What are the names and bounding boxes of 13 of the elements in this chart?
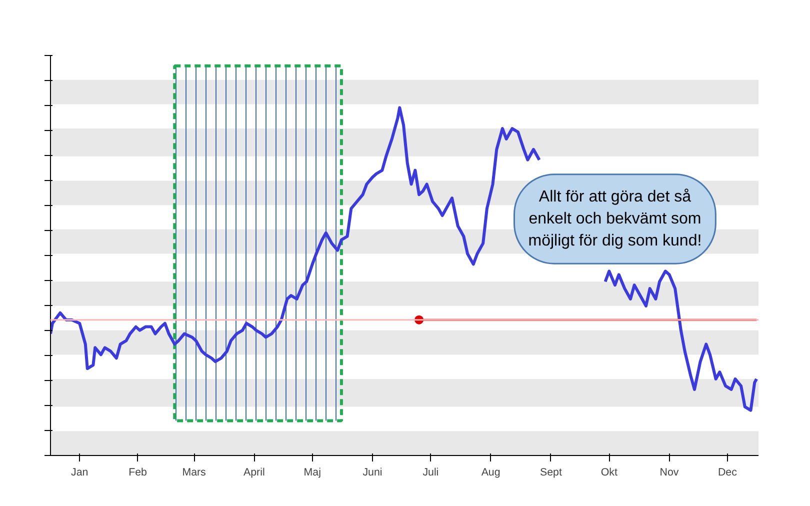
x-tick-label: Juli <box>422 466 439 478</box>
annotation: Allt för att göra det så enkelt och bekvämt som möjligt för dig som kund! <box>528 188 702 250</box>
x-tick-label: Jan <box>71 466 88 478</box>
x-tick-label: Nov <box>660 466 680 478</box>
x-tick-label: Aug <box>481 466 500 478</box>
x-tick-label: Dec <box>718 466 738 478</box>
x-tick-label: Sept <box>540 466 562 478</box>
x-tick-label: Feb <box>128 466 148 478</box>
x-tick-label: Mars <box>182 466 206 478</box>
x-tick-label: Juni <box>362 466 382 478</box>
x-tick-label: April <box>244 466 265 478</box>
x-tick-label: Maj <box>304 466 321 478</box>
x-tick-label: Okt <box>600 466 618 478</box>
